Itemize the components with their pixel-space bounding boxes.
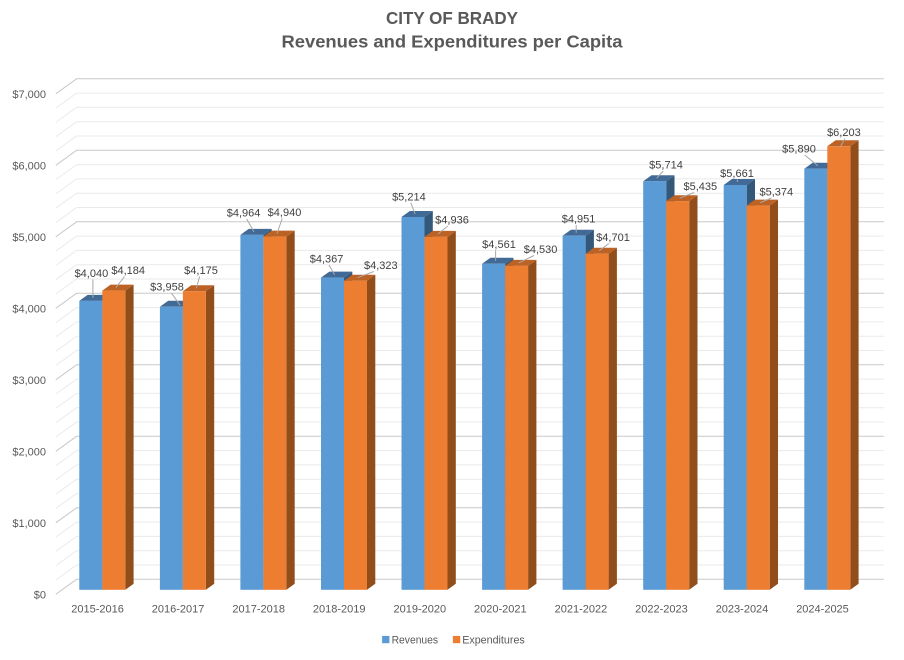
svg-text:2022-2023: 2022-2023 bbox=[635, 604, 688, 616]
svg-text:$4,561: $4,561 bbox=[482, 239, 516, 251]
svg-text:$5,714: $5,714 bbox=[649, 160, 683, 172]
svg-text:2019-2020: 2019-2020 bbox=[393, 604, 446, 616]
svg-text:2021-2022: 2021-2022 bbox=[555, 604, 608, 616]
svg-text:$5,661: $5,661 bbox=[720, 168, 754, 180]
svg-text:$5,000: $5,000 bbox=[12, 232, 46, 244]
svg-text:$4,530: $4,530 bbox=[524, 244, 558, 256]
svg-text:2018-2019: 2018-2019 bbox=[313, 604, 366, 616]
svg-text:$5,890: $5,890 bbox=[782, 144, 816, 156]
svg-text:$3,000: $3,000 bbox=[12, 375, 46, 387]
svg-text:$7,000: $7,000 bbox=[12, 89, 46, 101]
svg-text:Expenditures: Expenditures bbox=[462, 635, 525, 647]
svg-text:$4,323: $4,323 bbox=[364, 260, 398, 272]
svg-text:Revenues: Revenues bbox=[392, 635, 439, 647]
svg-text:$4,040: $4,040 bbox=[75, 268, 109, 280]
svg-text:$3,958: $3,958 bbox=[150, 282, 184, 294]
svg-text:2023-2024: 2023-2024 bbox=[716, 604, 769, 616]
svg-text:$4,184: $4,184 bbox=[111, 265, 145, 277]
svg-text:$5,214: $5,214 bbox=[392, 191, 426, 203]
svg-text:$4,951: $4,951 bbox=[562, 214, 596, 226]
svg-text:2024-2025: 2024-2025 bbox=[796, 604, 849, 616]
svg-text:$4,964: $4,964 bbox=[227, 208, 261, 220]
svg-text:$1,000: $1,000 bbox=[12, 518, 46, 530]
svg-text:$5,374: $5,374 bbox=[759, 187, 793, 199]
svg-text:2016-2017: 2016-2017 bbox=[152, 604, 205, 616]
svg-text:$5,435: $5,435 bbox=[683, 181, 717, 193]
svg-text:2017-2018: 2017-2018 bbox=[232, 604, 285, 616]
svg-text:$6,203: $6,203 bbox=[827, 127, 861, 139]
svg-text:$4,940: $4,940 bbox=[268, 207, 302, 219]
svg-text:2020-2021: 2020-2021 bbox=[474, 604, 527, 616]
svg-text:2015-2016: 2015-2016 bbox=[71, 604, 124, 616]
svg-text:$2,000: $2,000 bbox=[12, 446, 46, 458]
svg-text:CITY OF BRADY: CITY OF BRADY bbox=[386, 8, 518, 28]
svg-text:$4,701: $4,701 bbox=[596, 232, 630, 244]
svg-text:$4,367: $4,367 bbox=[310, 254, 344, 266]
svg-text:$0: $0 bbox=[34, 589, 46, 601]
svg-text:$6,000: $6,000 bbox=[12, 160, 46, 172]
svg-text:Revenues and Expenditures per: Revenues and Expenditures per Capita bbox=[282, 32, 623, 52]
svg-text:$4,175: $4,175 bbox=[184, 265, 218, 277]
svg-text:$4,936: $4,936 bbox=[435, 215, 469, 227]
svg-text:$4,000: $4,000 bbox=[12, 303, 46, 315]
